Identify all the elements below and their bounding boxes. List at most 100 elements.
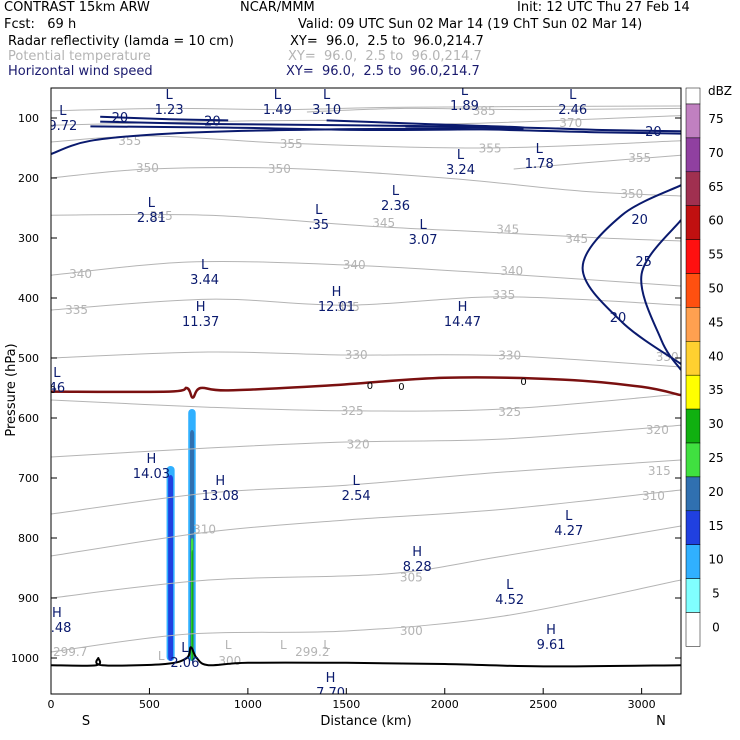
theta-label: 335 <box>65 303 88 317</box>
colorbar-swatch <box>685 273 701 308</box>
org-label: NCAR/MMM <box>240 0 315 15</box>
colorbar-swatch <box>685 544 701 579</box>
colorbar-swatch <box>685 341 701 376</box>
extremum-marker: L <box>461 84 469 99</box>
extremum-value: 9.72 <box>48 119 77 134</box>
extremum-value: 14.47 <box>444 315 481 330</box>
theta-surface-label: 299.2 <box>295 645 329 659</box>
theta-surface-label: 300 <box>218 654 241 668</box>
extremum-marker: L <box>53 366 61 381</box>
theta-low-marker: L <box>225 638 232 652</box>
isotherm-label: 0 <box>50 385 56 396</box>
theta-surface-label: 299.7 <box>53 645 87 659</box>
wind-contour <box>640 219 681 371</box>
extremum-value: 46 <box>49 381 66 396</box>
theta-contour <box>51 105 681 112</box>
extremum-value: 1.89 <box>450 99 479 114</box>
extremum-value: 4.27 <box>554 524 583 539</box>
theta-label: 350 <box>268 162 291 176</box>
theta-label: 310 <box>193 523 216 537</box>
wind-label: 20 <box>631 213 648 228</box>
extremum-value: 11.37 <box>182 315 219 330</box>
theta-label: 350 <box>136 161 159 175</box>
theta-label: 345 <box>150 209 173 223</box>
wind-label: 25 <box>635 255 652 270</box>
theta-low-marker: L <box>280 638 287 652</box>
theta-label: 320 <box>646 423 669 437</box>
wind-contour <box>51 127 681 155</box>
colorbar-unit: dBZ <box>708 84 732 98</box>
x-tick-label: 2500 <box>529 698 557 711</box>
field3-name: Horizontal wind speed <box>8 64 153 79</box>
colorbar-level: 20 <box>708 485 723 499</box>
colorbar-level: 0 <box>712 621 720 635</box>
theta-label: 310 <box>642 489 665 503</box>
x-tick-label: 3000 <box>628 698 656 711</box>
north-end-label: N <box>656 714 666 729</box>
y-tick-label: 300 <box>18 232 39 245</box>
colorbar-level: 40 <box>708 349 723 363</box>
model-title: CONTRAST 15km ARW <box>4 0 150 15</box>
theta-contour <box>513 154 681 170</box>
theta-contour <box>51 579 681 653</box>
extremum-value: 3.24 <box>446 163 475 178</box>
colorbar-level: 65 <box>708 180 723 194</box>
y-tick-label: 1000 <box>11 652 39 665</box>
extremum-value: 1.78 <box>525 157 554 172</box>
y-tick-label: 400 <box>18 292 39 305</box>
theta-contour <box>51 167 681 197</box>
extremum-marker: H <box>326 671 336 686</box>
wind-contour <box>581 184 681 365</box>
colorbar-swatch <box>685 103 701 139</box>
field3-xy: XY= 96.0, 2.5 to 96.0,214.7 <box>286 64 480 79</box>
colorbar-swatch <box>685 307 701 342</box>
extremum-value: 8.28 <box>403 560 432 575</box>
extremum-value: 2.46 <box>558 103 587 118</box>
valid-time: Valid: 09 UTC Sun 02 Mar 14 (19 ChT Sun … <box>298 17 643 32</box>
extremum-marker: H <box>196 300 206 315</box>
colorbar-swatch <box>685 171 701 206</box>
colorbar-level: 5 <box>712 587 720 601</box>
theta-label: 370 <box>559 116 582 130</box>
extremum-marker: L <box>148 196 156 211</box>
y-axis-label: Pressure (hPa) <box>4 343 19 436</box>
y-tick-label: 800 <box>18 532 39 545</box>
field2-name: Potential temperature <box>8 49 151 64</box>
colorbar-level: 10 <box>708 553 723 567</box>
extremum-value: 3.07 <box>409 233 438 248</box>
colorbar-swatch <box>685 578 701 613</box>
x-tick-label: 2000 <box>431 698 459 711</box>
colorbar-level: 25 <box>708 451 723 465</box>
theta-contour <box>51 135 681 149</box>
colorbar-level: 75 <box>708 112 723 126</box>
field1-xy: XY= 96.0, 2.5 to 96.0,214.7 <box>290 34 484 49</box>
reflectivity-cell <box>191 550 193 661</box>
extremum-value: 2.54 <box>342 489 371 504</box>
theta-label: 340 <box>343 258 366 272</box>
extremum-marker: H <box>546 623 556 638</box>
extremum-marker: L <box>565 509 573 524</box>
y-tick-label: 200 <box>18 172 39 185</box>
extremum-marker: L <box>166 88 174 103</box>
theta-label: 305 <box>400 571 423 585</box>
colorbar-swatch <box>685 87 701 105</box>
colorbar-swatch <box>685 137 701 173</box>
extremum-marker: L <box>569 88 577 103</box>
wind-contour <box>326 119 525 129</box>
extremum-marker: L <box>353 474 361 489</box>
extremum-value: 4.52 <box>495 593 524 608</box>
theta-contour <box>51 424 681 458</box>
x-axis-label: Distance (km) <box>320 714 411 729</box>
theta-label: 340 <box>500 264 523 278</box>
terrain-line <box>51 646 681 668</box>
extremum-marker: L <box>274 88 282 103</box>
colorbar-level: 15 <box>708 519 723 533</box>
theta-label: 320 <box>347 437 370 451</box>
theta-contour <box>51 525 681 599</box>
colorbar-level: 70 <box>708 146 723 160</box>
y-tick-label: 100 <box>18 112 39 125</box>
extremum-marker: L <box>536 142 544 157</box>
colorbar-level: 35 <box>708 383 723 397</box>
extremum-value: 0.48 <box>42 621 71 636</box>
